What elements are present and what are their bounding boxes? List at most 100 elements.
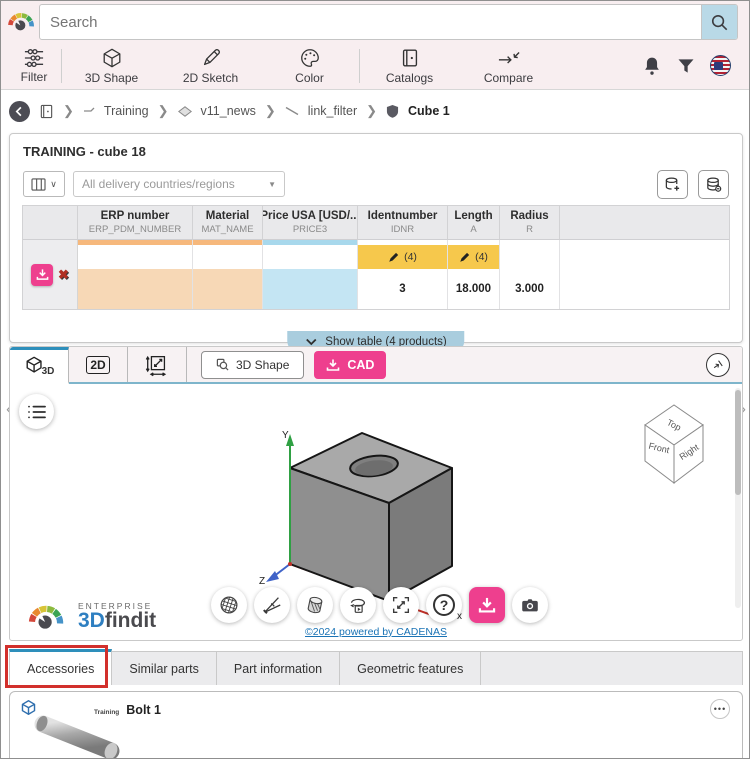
breadcrumb-v11-news[interactable]: v11_news: [200, 104, 256, 118]
animation-button[interactable]: [340, 587, 376, 623]
breadcrumb-cube-1[interactable]: Cube 1: [408, 104, 450, 118]
search-input[interactable]: [40, 5, 701, 39]
model-cube[interactable]: Y Z: [257, 424, 515, 620]
table-header-radius[interactable]: Radius R: [500, 206, 560, 240]
toolbar-3d-shape[interactable]: 3D Shape: [62, 42, 161, 89]
app-logo-icon[interactable]: [5, 7, 37, 33]
table-header-identnumber[interactable]: Identnumber IDNR: [358, 206, 448, 240]
help-button[interactable]: ?: [426, 587, 462, 623]
notifications-bell-icon[interactable]: [642, 55, 662, 77]
cube-3d-icon: [26, 356, 42, 373]
measure-button[interactable]: [254, 587, 290, 623]
language-flag-icon[interactable]: [710, 55, 731, 76]
part-3d-icon: [21, 700, 36, 715]
cell-erp[interactable]: [78, 269, 193, 309]
shape-search-icon: [216, 358, 229, 371]
table-header-price[interactable]: Price USA [USD/... PRICE3: [263, 206, 358, 240]
product-panel: TRAINING - cube 18 ∨ All delivery countr…: [6, 133, 746, 417]
tab-geometric-features[interactable]: Geometric features: [340, 651, 482, 685]
viewer-panel: 3D 2D 3D Shape: [9, 346, 743, 641]
accessory-catalog-label: Training: [94, 709, 120, 716]
table-header-empty: [23, 206, 78, 240]
toolbar-compare[interactable]: Compare: [459, 42, 558, 89]
more-options-button[interactable]: •••: [710, 699, 730, 719]
orientation-cube[interactable]: Top Front Right: [636, 395, 712, 487]
mesh-view-button[interactable]: [211, 587, 247, 623]
row-delete-icon[interactable]: ✖: [58, 267, 69, 282]
toolbar-separator: [359, 48, 360, 83]
pencil-icon: [203, 49, 220, 66]
download-icon: [36, 269, 48, 280]
brand-enterprise-label: ENTERPRISE: [78, 601, 153, 612]
edit-length-cell[interactable]: (4): [448, 245, 500, 269]
viewcube-front-label: Front: [648, 441, 671, 456]
accessory-name[interactable]: Bolt 1: [126, 703, 162, 717]
breadcrumb-training[interactable]: Training: [103, 104, 149, 118]
chevron-right-icon: ❯: [264, 103, 276, 118]
toolbar-separator: [61, 48, 62, 83]
icon-2d: 2D: [86, 355, 110, 374]
screenshot-button[interactable]: [512, 587, 548, 623]
axis-z-label: Z: [259, 576, 265, 587]
tab-dimensions[interactable]: [128, 347, 187, 382]
toolbar-filter[interactable]: Filter: [7, 42, 61, 89]
strip-material: [193, 240, 263, 245]
toolbar-catalogs[interactable]: Catalogs: [360, 42, 459, 89]
cell-identnumber[interactable]: 3: [358, 269, 448, 309]
cell-radius[interactable]: 3.000: [500, 269, 560, 309]
parts-list-button[interactable]: [19, 394, 54, 429]
3d-shape-search-button[interactable]: 3D Shape: [201, 350, 305, 379]
pencil-icon: [389, 252, 399, 262]
breadcrumb-link-filter[interactable]: link_filter: [307, 104, 358, 118]
tab-part-information[interactable]: Part information: [216, 651, 341, 685]
cad-download-button[interactable]: CAD: [314, 350, 387, 379]
fit-frame-icon: [392, 596, 410, 614]
table-header-erp[interactable]: ERP number ERP_PDM_NUMBER: [78, 206, 193, 240]
diamond-icon: [177, 105, 192, 117]
table-header-length[interactable]: Length A: [448, 206, 500, 240]
filter-funnel-icon[interactable]: [676, 56, 696, 76]
table-header-material[interactable]: Material MAT_NAME: [193, 206, 263, 240]
table-scroll-left[interactable]: ‹: [6, 400, 12, 417]
section-button[interactable]: [297, 587, 333, 623]
cell-length[interactable]: 18.000: [448, 269, 500, 309]
search-button[interactable]: [701, 5, 737, 39]
toolbar-color[interactable]: Color: [260, 42, 359, 89]
back-button[interactable]: [9, 100, 30, 122]
collection-manage-button[interactable]: [698, 170, 729, 199]
viewer-download-button[interactable]: [469, 587, 505, 623]
toolbar-right-cluster: [642, 55, 743, 77]
mesh-sphere-icon: [219, 595, 239, 615]
cell-price[interactable]: [263, 269, 358, 309]
country-filter-select[interactable]: All delivery countries/regions ▼: [73, 171, 285, 197]
catalog-root-icon: [83, 107, 95, 112]
edit-identnumber-cell[interactable]: (4): [358, 245, 448, 269]
cell-material[interactable]: [193, 269, 263, 309]
table-columns-button[interactable]: ∨: [23, 171, 65, 197]
table-scroll-right[interactable]: ›: [740, 399, 746, 418]
catalog-page-icon[interactable]: [39, 104, 54, 119]
product-title: TRAINING - cube 18: [23, 144, 146, 159]
add-to-collection-button[interactable]: [657, 170, 688, 199]
tab-similar-parts[interactable]: Similar parts: [112, 651, 217, 685]
panel-collapse-button[interactable]: [706, 352, 730, 377]
download-icon: [478, 597, 496, 613]
catalog-book-icon: [402, 49, 417, 67]
toolbar-2d-sketch[interactable]: 2D Sketch: [161, 42, 260, 89]
search-box: [39, 4, 738, 40]
accessory-card[interactable]: Training Bolt 1 •••: [9, 691, 743, 758]
viewer-canvas[interactable]: Top Front Right Y Z x: [10, 384, 742, 640]
scrollbar-thumb[interactable]: [735, 390, 741, 495]
bolt-thumbnail: [34, 715, 120, 758]
product-table: ERP number ERP_PDM_NUMBER Material MAT_NAM…: [22, 205, 730, 310]
fit-view-button[interactable]: [383, 587, 419, 623]
tab-2d-view[interactable]: 2D: [69, 347, 128, 382]
row-download-button[interactable]: [31, 263, 54, 286]
breadcrumb: ❯ Training ❯ v11_news ❯ link_filter ❯ Cu…: [1, 91, 749, 131]
tab-3d-view[interactable]: 3D: [10, 347, 69, 384]
part-shield-icon: [386, 104, 399, 118]
tab-accessories[interactable]: Accessories: [9, 649, 113, 685]
cadenas-link[interactable]: ©2024 powered by CADENAS: [305, 626, 447, 638]
compare-arrows-icon: [498, 52, 520, 64]
